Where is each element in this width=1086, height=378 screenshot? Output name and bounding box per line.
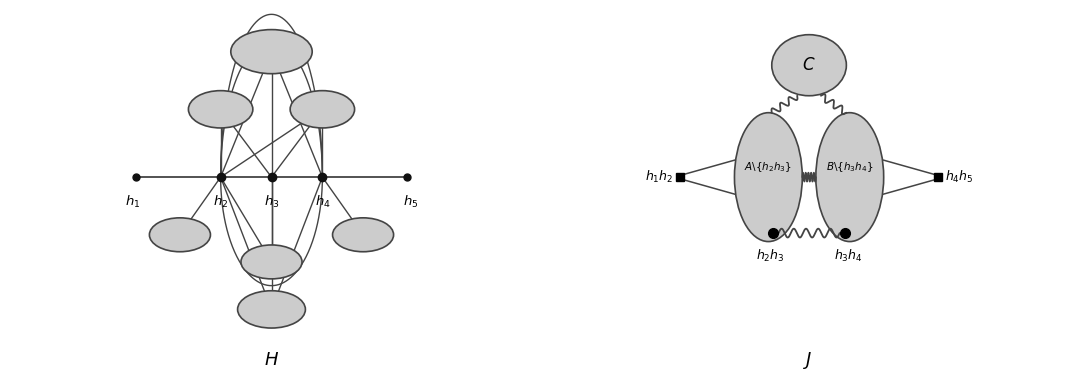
Ellipse shape bbox=[816, 113, 884, 242]
Text: J: J bbox=[807, 351, 811, 369]
Ellipse shape bbox=[238, 291, 305, 328]
Ellipse shape bbox=[188, 91, 253, 128]
Ellipse shape bbox=[231, 29, 312, 74]
Text: $h_2h_3$: $h_2h_3$ bbox=[756, 248, 784, 265]
Text: $h_4h_5$: $h_4h_5$ bbox=[945, 169, 973, 185]
Text: $h_1$: $h_1$ bbox=[125, 194, 140, 210]
Ellipse shape bbox=[734, 113, 803, 242]
Ellipse shape bbox=[332, 218, 393, 252]
Text: $h_4$: $h_4$ bbox=[315, 194, 330, 210]
FancyBboxPatch shape bbox=[934, 174, 942, 181]
Text: $A\backslash\{h_2h_3\}$: $A\backslash\{h_2h_3\}$ bbox=[744, 160, 793, 174]
Text: $B\backslash\{h_3h_4\}$: $B\backslash\{h_3h_4\}$ bbox=[826, 160, 873, 174]
Ellipse shape bbox=[150, 218, 211, 252]
Text: $C$: $C$ bbox=[803, 56, 816, 74]
Text: $h_5$: $h_5$ bbox=[403, 194, 418, 210]
Text: $h_1h_2$: $h_1h_2$ bbox=[645, 169, 673, 185]
Text: $h_2$: $h_2$ bbox=[213, 194, 228, 210]
Ellipse shape bbox=[241, 245, 302, 279]
Text: $h_3$: $h_3$ bbox=[264, 194, 279, 210]
Text: H: H bbox=[265, 351, 278, 369]
Ellipse shape bbox=[772, 35, 846, 96]
Text: $h_3h_4$: $h_3h_4$ bbox=[834, 248, 862, 265]
FancyBboxPatch shape bbox=[677, 174, 684, 181]
Ellipse shape bbox=[290, 91, 355, 128]
